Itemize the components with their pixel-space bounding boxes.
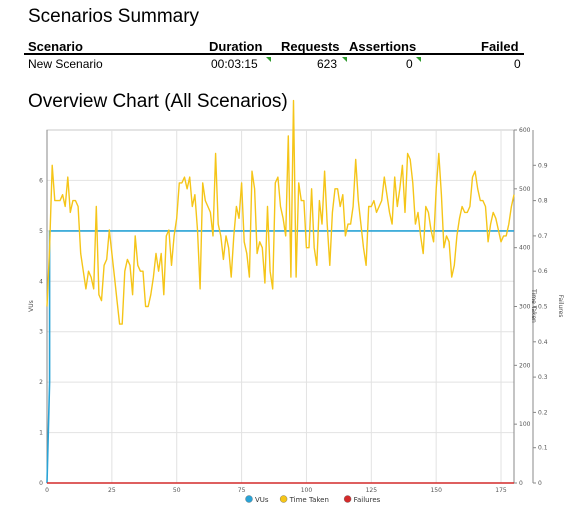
table-row: New Scenario 00:03:15 623 0 0 bbox=[24, 57, 524, 71]
y-tick-label-time: 500 bbox=[519, 186, 531, 193]
legend-marker-failures bbox=[343, 495, 352, 503]
legend-label-vus: VUs bbox=[255, 496, 269, 504]
col-requests: Requests bbox=[281, 39, 340, 54]
x-tick-label: 175 bbox=[495, 487, 507, 494]
y-tick-label-vus: 3 bbox=[39, 329, 43, 336]
y-tick-label-failures: 0.1 bbox=[538, 445, 548, 452]
col-assertions: Assertions bbox=[349, 39, 417, 54]
y-tick-label-time: 600 bbox=[519, 127, 531, 134]
series-line-vus bbox=[46, 230, 514, 484]
y-axis-label-failures: Failures bbox=[557, 295, 564, 318]
legend-marker-time-taken bbox=[279, 495, 288, 503]
y-tick-label-failures: 0 bbox=[538, 480, 542, 487]
overview-chart-title: Overview Chart (All Scenarios) bbox=[28, 91, 288, 112]
x-tick-label: 75 bbox=[238, 487, 246, 494]
y-axis-label-time: Time Taken bbox=[530, 288, 537, 323]
y-tick-label-failures: 0.2 bbox=[538, 409, 548, 416]
drilldown-flag-icon[interactable] bbox=[266, 57, 271, 62]
row-requests[interactable]: 623 bbox=[317, 57, 338, 71]
chart-legend: VUs Time Taken Failures bbox=[245, 495, 381, 504]
row-assertions[interactable]: 0 bbox=[406, 57, 413, 71]
legend-label-failures: Failures bbox=[354, 496, 381, 504]
y-tick-label-time: 200 bbox=[519, 362, 531, 369]
y-tick-label-vus: 4 bbox=[39, 278, 43, 285]
y-tick-label-vus: 0 bbox=[39, 480, 43, 487]
y-tick-label-failures: 0.6 bbox=[538, 268, 548, 275]
y-tick-label-vus: 6 bbox=[39, 177, 43, 184]
y-tick-label-time: 400 bbox=[519, 245, 531, 252]
row-scenario: New Scenario bbox=[28, 57, 103, 71]
drilldown-flag-icon[interactable] bbox=[342, 57, 347, 62]
x-tick-label: 125 bbox=[366, 487, 378, 494]
y-tick-label-failures: 0.4 bbox=[538, 339, 548, 346]
col-duration: Duration bbox=[209, 39, 263, 54]
drilldown-flag-icon[interactable] bbox=[416, 57, 421, 62]
legend-label-time-taken: Time Taken bbox=[289, 496, 329, 504]
row-failed: 0 bbox=[514, 57, 521, 71]
y-tick-label-vus: 2 bbox=[39, 379, 43, 386]
chart-series bbox=[46, 99, 515, 484]
x-tick-label: 50 bbox=[173, 487, 181, 494]
y-tick-label-failures: 0.7 bbox=[538, 233, 548, 240]
col-scenario: Scenario bbox=[28, 39, 83, 54]
x-tick-label: 150 bbox=[430, 487, 442, 494]
y-tick-label-failures: 0.5 bbox=[538, 304, 548, 311]
y-tick-label-time: 100 bbox=[519, 421, 531, 428]
y-axis-label-vus: VUs bbox=[28, 300, 35, 312]
y-tick-label-vus: 5 bbox=[39, 228, 43, 235]
legend-marker-vus bbox=[245, 495, 253, 503]
series-line-time-taken bbox=[46, 99, 515, 325]
summary-table-header: Scenario Duration Requests Assertions Fa… bbox=[24, 39, 524, 55]
y-tick-label-failures: 0.9 bbox=[538, 162, 548, 169]
y-tick-label-failures: 0.3 bbox=[538, 374, 548, 381]
y-tick-label-failures: 0.8 bbox=[538, 198, 548, 205]
y-tick-label-time: 300 bbox=[519, 304, 531, 311]
x-tick-label: 25 bbox=[108, 487, 116, 494]
row-duration[interactable]: 00:03:15 bbox=[211, 57, 258, 71]
x-tick-label: 0 bbox=[45, 487, 49, 494]
y-tick-label-vus: 1 bbox=[39, 430, 43, 437]
y-tick-label-time: 0 bbox=[519, 480, 523, 487]
col-failed: Failed bbox=[481, 39, 519, 54]
chart-axes: 0 25 50 75 100 125 150 175 0 1 2 3 4 5 6 0 100 200 300 400 5… bbox=[28, 127, 564, 494]
scenarios-summary-title: Scenarios Summary bbox=[28, 6, 200, 27]
x-tick-label: 100 bbox=[301, 487, 313, 494]
